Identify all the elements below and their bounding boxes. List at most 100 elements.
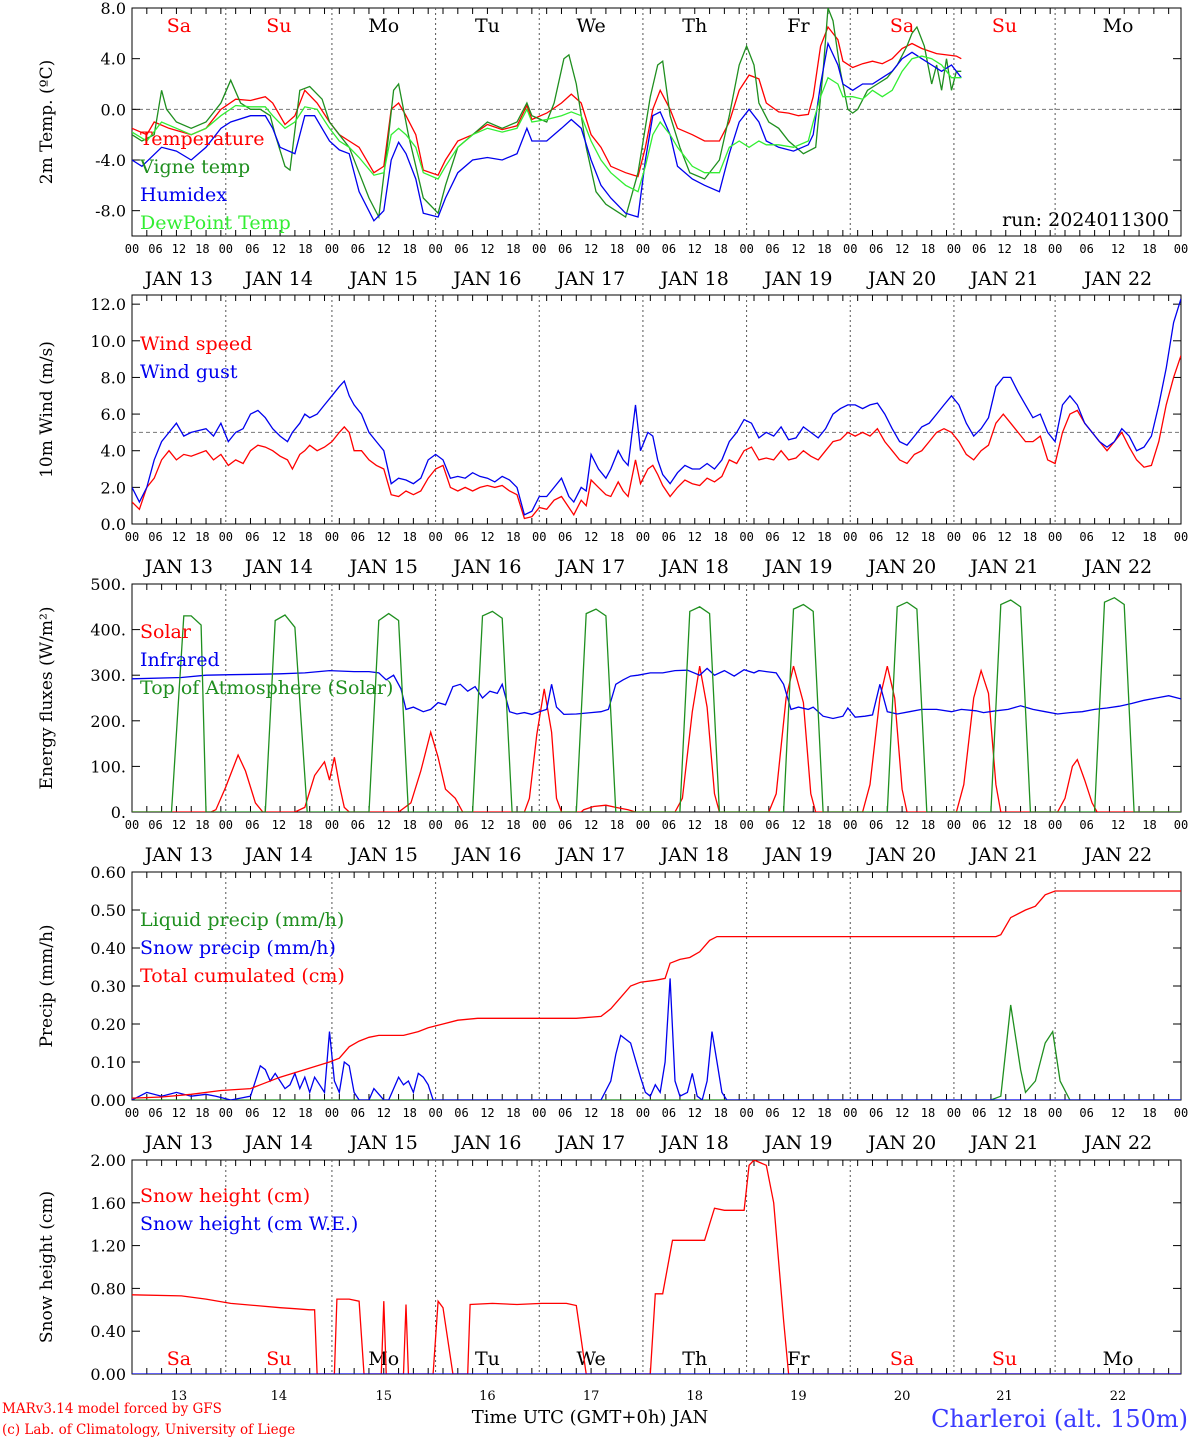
date-label: JAN 18: [659, 556, 729, 578]
hour-label: 18: [195, 1106, 209, 1120]
day-number-label: 15: [375, 1389, 392, 1404]
hour-label: 12: [688, 1106, 702, 1120]
y-tick-label: 400.: [90, 621, 126, 640]
hour-label: 18: [298, 530, 312, 544]
hour-label: 06: [454, 242, 468, 256]
hour-label: 06: [245, 530, 259, 544]
date-label: JAN 20: [866, 844, 936, 866]
series-line-vigne-temp: [132, 8, 962, 220]
legend-entry: Snow height (cm): [140, 1185, 310, 1207]
date-label: JAN 17: [555, 844, 625, 866]
hour-label: 12: [584, 530, 598, 544]
hour-label: 18: [506, 242, 520, 256]
hour-label: 12: [895, 1106, 909, 1120]
hour-label: 00: [739, 242, 753, 256]
hour-label: 12: [791, 818, 805, 832]
date-label: JAN 19: [762, 844, 832, 866]
date-label: JAN 13: [143, 1132, 213, 1154]
date-label: JAN 13: [143, 556, 213, 578]
hour-label: 18: [610, 242, 624, 256]
y-tick-label: 10.0: [90, 332, 126, 351]
hour-label: 06: [662, 530, 676, 544]
hour-label: 06: [245, 242, 259, 256]
day-number-label: 16: [479, 1389, 496, 1404]
hour-label: 18: [921, 818, 935, 832]
y-axis-label: 10m Wind (m/s): [37, 341, 57, 478]
hour-label: 06: [1079, 530, 1093, 544]
y-tick-label: -4.0: [95, 151, 126, 170]
hour-label: 06: [148, 1106, 162, 1120]
hour-label: 12: [791, 242, 805, 256]
day-number-label: 13: [171, 1389, 188, 1404]
hour-label: 00: [532, 818, 546, 832]
date-label: JAN 22: [1082, 268, 1152, 290]
series-line-humidex: [132, 41, 962, 222]
date-label: JAN 21: [968, 844, 1038, 866]
series-line-wind-gust: [132, 298, 1181, 516]
hour-label: 06: [765, 530, 779, 544]
hour-label: 00: [325, 1106, 339, 1120]
hour-label: 12: [997, 1106, 1011, 1120]
hour-label: 18: [921, 1106, 935, 1120]
day-name-label: Mo: [368, 1348, 399, 1370]
day-number-label: 14: [271, 1389, 288, 1404]
hour-label: 18: [1142, 530, 1156, 544]
hour-label: 06: [454, 530, 468, 544]
hour-label: 18: [1023, 242, 1037, 256]
series-line-total-cumulated-cm: [132, 890, 1181, 1099]
y-tick-label: 8.0: [101, 0, 126, 18]
hour-label: 12: [997, 242, 1011, 256]
series-line-snow-precip-mm-h: [132, 978, 1181, 1100]
series-line-snow-height-cm: [132, 1160, 1181, 1374]
hour-label: 12: [272, 818, 286, 832]
hour-label: 12: [895, 818, 909, 832]
hour-label: 06: [869, 818, 883, 832]
hour-label: 12: [480, 530, 494, 544]
day-name-label: Tu: [475, 15, 500, 37]
hour-label: 18: [713, 1106, 727, 1120]
date-label: JAN 14: [243, 268, 313, 290]
date-label: JAN 22: [1082, 556, 1152, 578]
hour-label: 06: [148, 530, 162, 544]
y-tick-label: 0.: [111, 803, 126, 822]
hour-label: 18: [1142, 242, 1156, 256]
hour-label: 06: [558, 818, 572, 832]
hour-label: 12: [1111, 818, 1125, 832]
legend-entry: Top of Atmosphere (Solar): [140, 677, 393, 699]
hour-label: 00: [219, 818, 233, 832]
date-label: JAN 16: [451, 1132, 521, 1154]
hour-label: 12: [688, 242, 702, 256]
date-label: JAN 20: [866, 556, 936, 578]
day-name-label: Sa: [890, 15, 914, 37]
hour-label: 00: [1048, 1106, 1062, 1120]
y-tick-label: 6.0: [101, 405, 126, 424]
hour-label: 06: [972, 530, 986, 544]
hour-label: 06: [1079, 1106, 1093, 1120]
hour-label: 06: [765, 818, 779, 832]
hour-label: 12: [1111, 1106, 1125, 1120]
day-name-label: Fr: [787, 15, 810, 37]
hour-label: 06: [869, 1106, 883, 1120]
hour-label: 12: [377, 818, 391, 832]
series-line-solar: [132, 665, 1181, 812]
hour-label: 06: [558, 530, 572, 544]
hour-label: 18: [1023, 1106, 1037, 1120]
y-tick-label: 1.60: [90, 1194, 126, 1213]
hour-label: 18: [817, 1106, 831, 1120]
hour-label: 00: [947, 818, 961, 832]
hour-label: 00: [739, 1106, 753, 1120]
hour-label: 06: [972, 818, 986, 832]
hour-label: 18: [195, 530, 209, 544]
hour-label: 06: [245, 818, 259, 832]
hour-label: 06: [869, 242, 883, 256]
y-tick-label: 200.: [90, 712, 126, 731]
day-name-label: Mo: [368, 15, 399, 37]
hour-label: 18: [713, 530, 727, 544]
hour-label: 00: [532, 530, 546, 544]
date-label: JAN 15: [348, 268, 418, 290]
hour-label: 12: [688, 818, 702, 832]
day-name-label: Su: [266, 1348, 291, 1370]
y-tick-label: -8.0: [95, 202, 126, 221]
hour-label: 00: [1174, 1106, 1188, 1120]
hour-label: 06: [1079, 242, 1093, 256]
